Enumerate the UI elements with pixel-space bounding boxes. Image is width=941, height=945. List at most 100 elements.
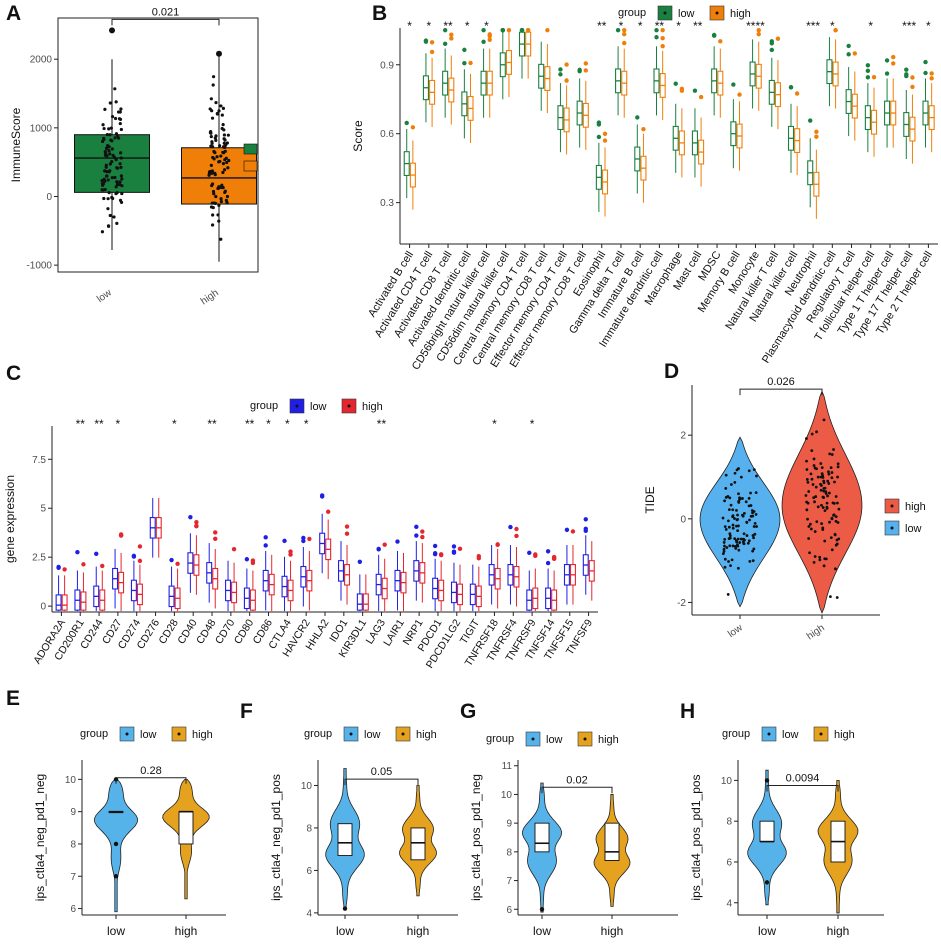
outlier-point [846, 43, 851, 49]
data-point [835, 542, 839, 546]
y-tick-label: 8 [506, 847, 512, 858]
data-point [727, 560, 730, 563]
data-point [727, 525, 731, 529]
data-point [222, 137, 226, 141]
x-tick-label: high [601, 924, 624, 938]
y-axis-title: ips_ctla4_neg_pd1_pos [269, 774, 283, 901]
outlier-point [442, 41, 448, 46]
data-point [813, 530, 817, 533]
data-point [827, 491, 831, 495]
outlier-point [929, 76, 934, 81]
data-point [816, 505, 820, 509]
significance-mark: ** [377, 417, 387, 431]
x-tick-label: high [805, 622, 827, 642]
outlier-point [429, 40, 435, 45]
data-point [739, 537, 743, 541]
data-point [110, 115, 115, 119]
data-point [222, 168, 227, 172]
panel-label: D [664, 360, 679, 383]
outlier-point [891, 61, 896, 66]
data-point [815, 430, 818, 434]
x-tick-label: high [407, 924, 430, 938]
data-point [108, 169, 112, 173]
data-point [725, 546, 729, 549]
data-point [731, 508, 735, 512]
data-point [826, 479, 830, 483]
outlier-point [775, 36, 781, 41]
legend-swatch-dot [349, 732, 353, 736]
y-axis-title: Score [351, 120, 365, 152]
outlier-point [137, 544, 143, 549]
p-value-label: 0.0094 [786, 772, 820, 784]
data-point [106, 197, 110, 201]
y-tick-label: 2000 [30, 55, 53, 66]
legend-label-low: low [546, 734, 563, 746]
data-point [736, 566, 740, 570]
y-axis-title: ips_ctla4_pos_pd1_pos [689, 774, 703, 900]
y-tick-label: 6 [726, 857, 732, 868]
data-point [219, 237, 223, 241]
outlier-point [769, 39, 774, 44]
data-point [210, 223, 215, 227]
outlier-point [737, 92, 742, 97]
data-point [729, 503, 733, 507]
data-point [825, 506, 829, 510]
data-point [731, 523, 735, 527]
data-point [209, 163, 213, 167]
data-point [812, 560, 816, 564]
data-point [832, 513, 836, 517]
y-tick-label: 6 [70, 904, 76, 915]
outlier-point [660, 44, 665, 49]
outlier-point [583, 61, 589, 66]
data-point [837, 507, 841, 511]
outlier-point [756, 31, 761, 37]
data-point [215, 155, 219, 159]
outlier-point [615, 27, 621, 33]
data-point [827, 482, 831, 485]
outlier-point [814, 129, 819, 134]
data-point [820, 472, 824, 476]
data-point [214, 194, 218, 199]
outlier-point [871, 75, 877, 80]
data-point [811, 483, 815, 486]
outlier-point [420, 534, 425, 540]
y-tick-label: 10 [65, 775, 77, 786]
outlier-point [846, 52, 851, 57]
outlier-point [833, 27, 838, 33]
outlier-point [169, 557, 174, 563]
data-point [219, 154, 223, 158]
data-point [108, 101, 112, 105]
data-point [103, 107, 107, 111]
data-point [722, 549, 726, 553]
outlier-point [545, 560, 551, 566]
data-point [823, 509, 827, 513]
outlier-point [481, 39, 486, 45]
legend-label-high: high [598, 734, 619, 746]
data-point [830, 453, 834, 456]
data-point [113, 136, 117, 140]
data-point [829, 536, 833, 540]
outlier-point [923, 59, 928, 65]
outlier-point [506, 27, 512, 33]
data-point [813, 466, 817, 470]
data-point [736, 544, 740, 548]
data-point [736, 537, 740, 541]
x-tick-label: low [758, 924, 776, 938]
y-tick-label: 4 [726, 898, 732, 909]
data-point [805, 478, 809, 481]
outlier-point [808, 118, 813, 123]
y-axis-title: ImmuneScore [9, 107, 23, 182]
x-tick-label: low [533, 924, 551, 938]
data-point [211, 155, 215, 160]
outlier-point [514, 526, 519, 532]
data-point [753, 532, 757, 536]
y-tick-label: 11 [502, 761, 513, 772]
y-tick-label: 9 [506, 819, 512, 830]
outlier-point [94, 551, 99, 557]
data-point [117, 117, 122, 121]
y-axis-title: TIDE [643, 486, 657, 513]
outlier-point [263, 543, 268, 548]
outlier-point [654, 27, 659, 33]
outlier-point [660, 35, 665, 41]
